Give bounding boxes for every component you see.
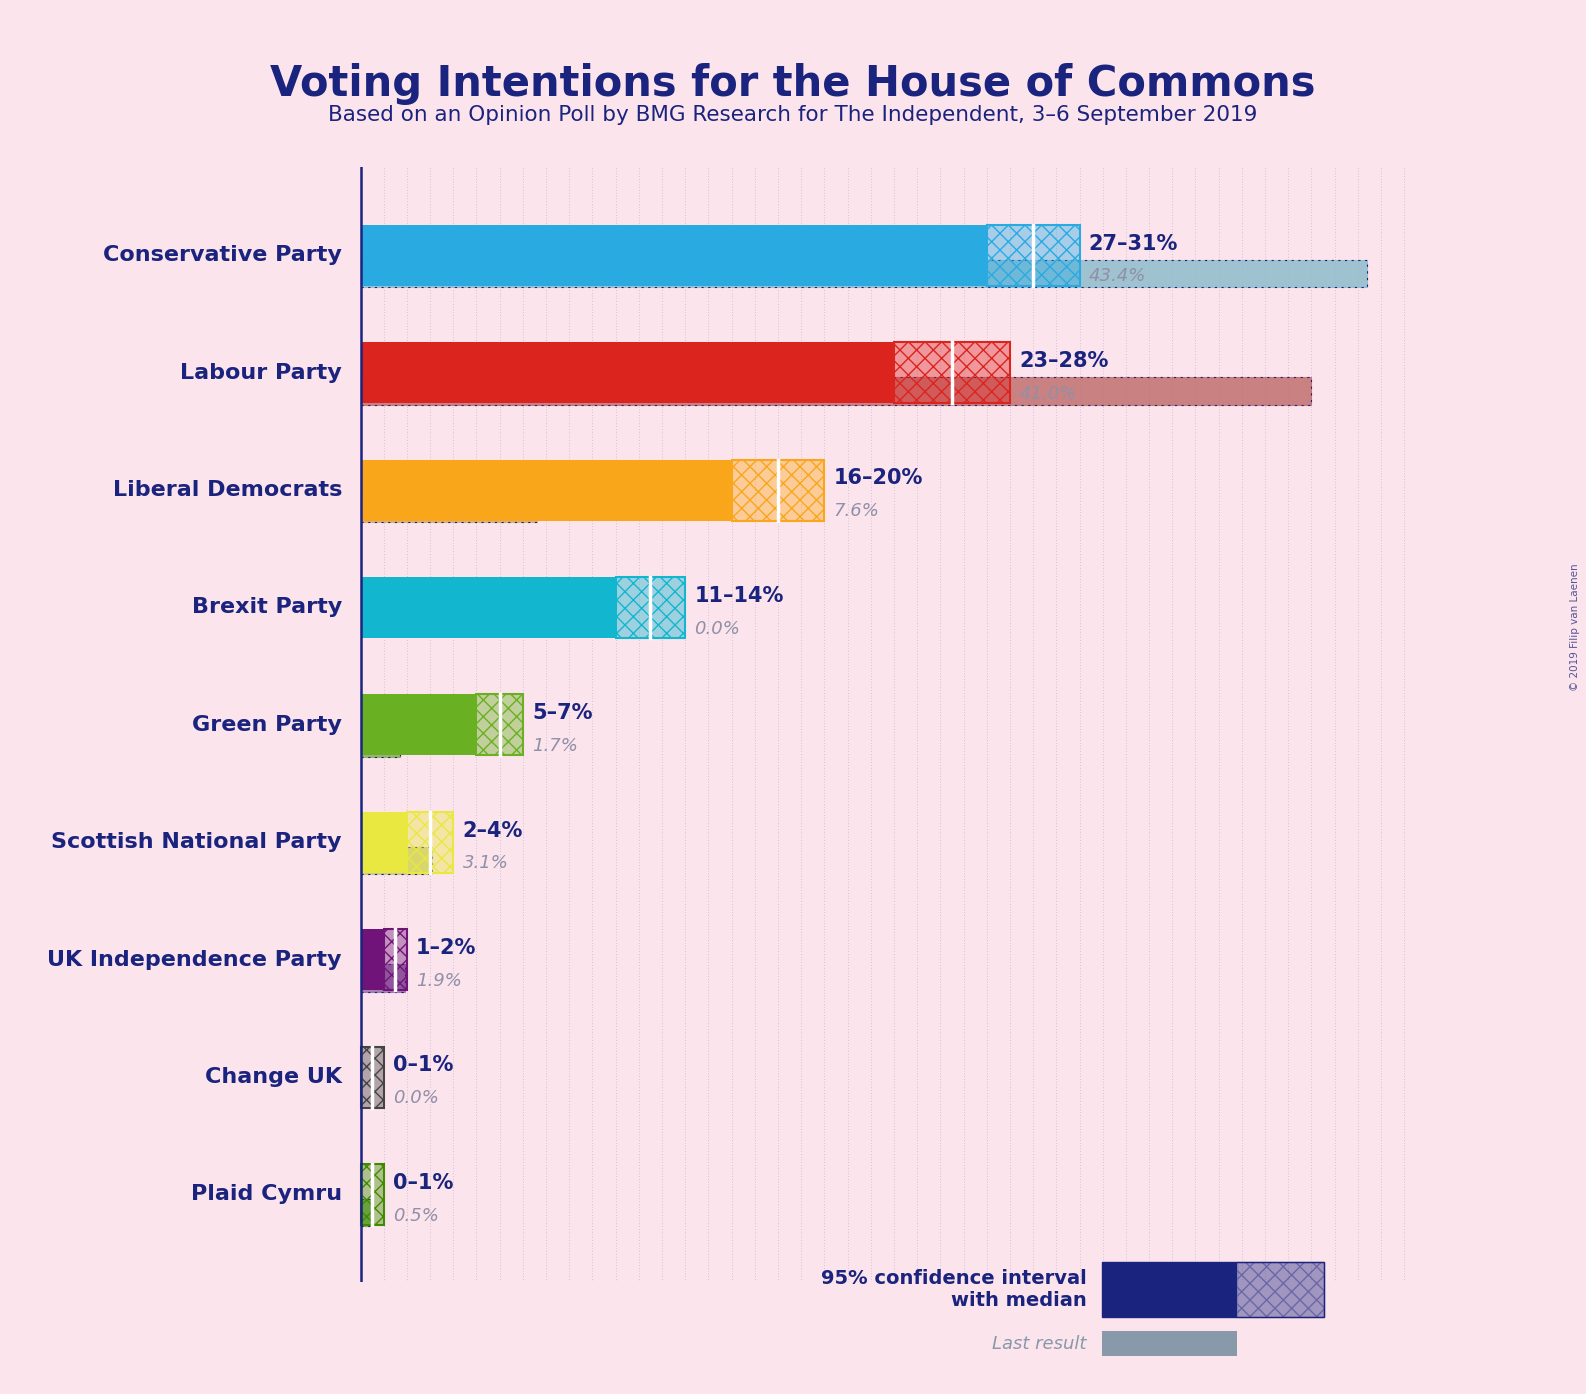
Bar <box>360 811 408 873</box>
Text: 1.7%: 1.7% <box>533 737 577 756</box>
Bar <box>360 694 476 756</box>
Bar <box>615 577 685 638</box>
Bar <box>360 259 1367 287</box>
Text: UK Independence Party: UK Independence Party <box>48 949 343 970</box>
Bar <box>476 694 523 756</box>
Text: 16–20%: 16–20% <box>834 468 923 488</box>
Text: Scottish National Party: Scottish National Party <box>51 832 343 852</box>
Text: 3.1%: 3.1% <box>463 855 509 873</box>
Text: 1–2%: 1–2% <box>416 938 476 958</box>
Bar <box>360 495 536 523</box>
Bar <box>384 930 408 990</box>
Bar <box>360 1199 373 1227</box>
Bar <box>360 378 1312 404</box>
Bar <box>360 259 1367 287</box>
Bar <box>360 1164 384 1225</box>
Bar <box>360 224 986 286</box>
Text: Liberal Democrats: Liberal Democrats <box>113 480 343 500</box>
Text: Labour Party: Labour Party <box>181 362 343 383</box>
Bar <box>360 930 384 990</box>
Bar <box>408 811 454 873</box>
Text: 7.6%: 7.6% <box>834 502 880 520</box>
Bar <box>360 846 433 874</box>
Text: Green Party: Green Party <box>192 715 343 735</box>
Bar <box>360 1047 384 1108</box>
Bar <box>360 1199 373 1227</box>
Text: 0.5%: 0.5% <box>393 1207 439 1224</box>
Text: 0–1%: 0–1% <box>393 1172 454 1193</box>
Bar <box>360 342 895 403</box>
Bar <box>360 729 400 757</box>
Text: 11–14%: 11–14% <box>695 585 783 606</box>
Bar <box>384 930 408 990</box>
Bar <box>895 342 1010 403</box>
Text: Plaid Cymru: Plaid Cymru <box>190 1185 343 1204</box>
Bar <box>986 224 1080 286</box>
Text: Conservative Party: Conservative Party <box>103 245 343 265</box>
Bar <box>360 460 731 520</box>
Bar <box>895 342 1010 403</box>
Text: 95% confidence interval
with median: 95% confidence interval with median <box>820 1269 1086 1310</box>
Bar <box>476 694 523 756</box>
Bar <box>360 846 433 874</box>
Bar <box>476 694 523 756</box>
Bar <box>360 1047 384 1108</box>
Bar <box>360 965 404 991</box>
Text: 27–31%: 27–31% <box>1088 234 1178 254</box>
Bar <box>615 577 685 638</box>
Text: 0–1%: 0–1% <box>393 1055 454 1075</box>
Text: Last result: Last result <box>991 1335 1086 1352</box>
Bar <box>360 495 536 523</box>
Bar <box>360 965 404 991</box>
Text: 43.4%: 43.4% <box>1088 268 1147 286</box>
Bar <box>360 1047 384 1108</box>
Text: 0.0%: 0.0% <box>695 619 741 637</box>
Text: 41.0%: 41.0% <box>1020 385 1077 403</box>
Text: 1.9%: 1.9% <box>416 972 462 990</box>
Bar <box>895 342 1010 403</box>
Text: Based on an Opinion Poll by BMG Research for The Independent, 3–6 September 2019: Based on an Opinion Poll by BMG Research… <box>328 105 1258 124</box>
Bar <box>360 1164 384 1225</box>
Bar <box>408 811 454 873</box>
Text: 0.0%: 0.0% <box>393 1089 439 1107</box>
Bar <box>731 460 825 520</box>
Bar <box>384 930 408 990</box>
Text: 2–4%: 2–4% <box>463 821 523 841</box>
Bar <box>360 1164 384 1225</box>
Bar <box>986 224 1080 286</box>
Bar <box>360 378 1312 404</box>
Text: 23–28%: 23–28% <box>1020 351 1109 371</box>
Text: 5–7%: 5–7% <box>533 703 593 723</box>
Bar <box>731 460 825 520</box>
Text: Brexit Party: Brexit Party <box>192 598 343 618</box>
Bar <box>615 577 685 638</box>
Bar <box>986 224 1080 286</box>
Bar <box>408 811 454 873</box>
Text: Voting Intentions for the House of Commons: Voting Intentions for the House of Commo… <box>270 63 1316 105</box>
Text: Change UK: Change UK <box>205 1066 343 1087</box>
Bar <box>360 729 400 757</box>
Bar <box>360 577 615 638</box>
Text: © 2019 Filip van Laenen: © 2019 Filip van Laenen <box>1570 563 1580 691</box>
Bar <box>731 460 825 520</box>
